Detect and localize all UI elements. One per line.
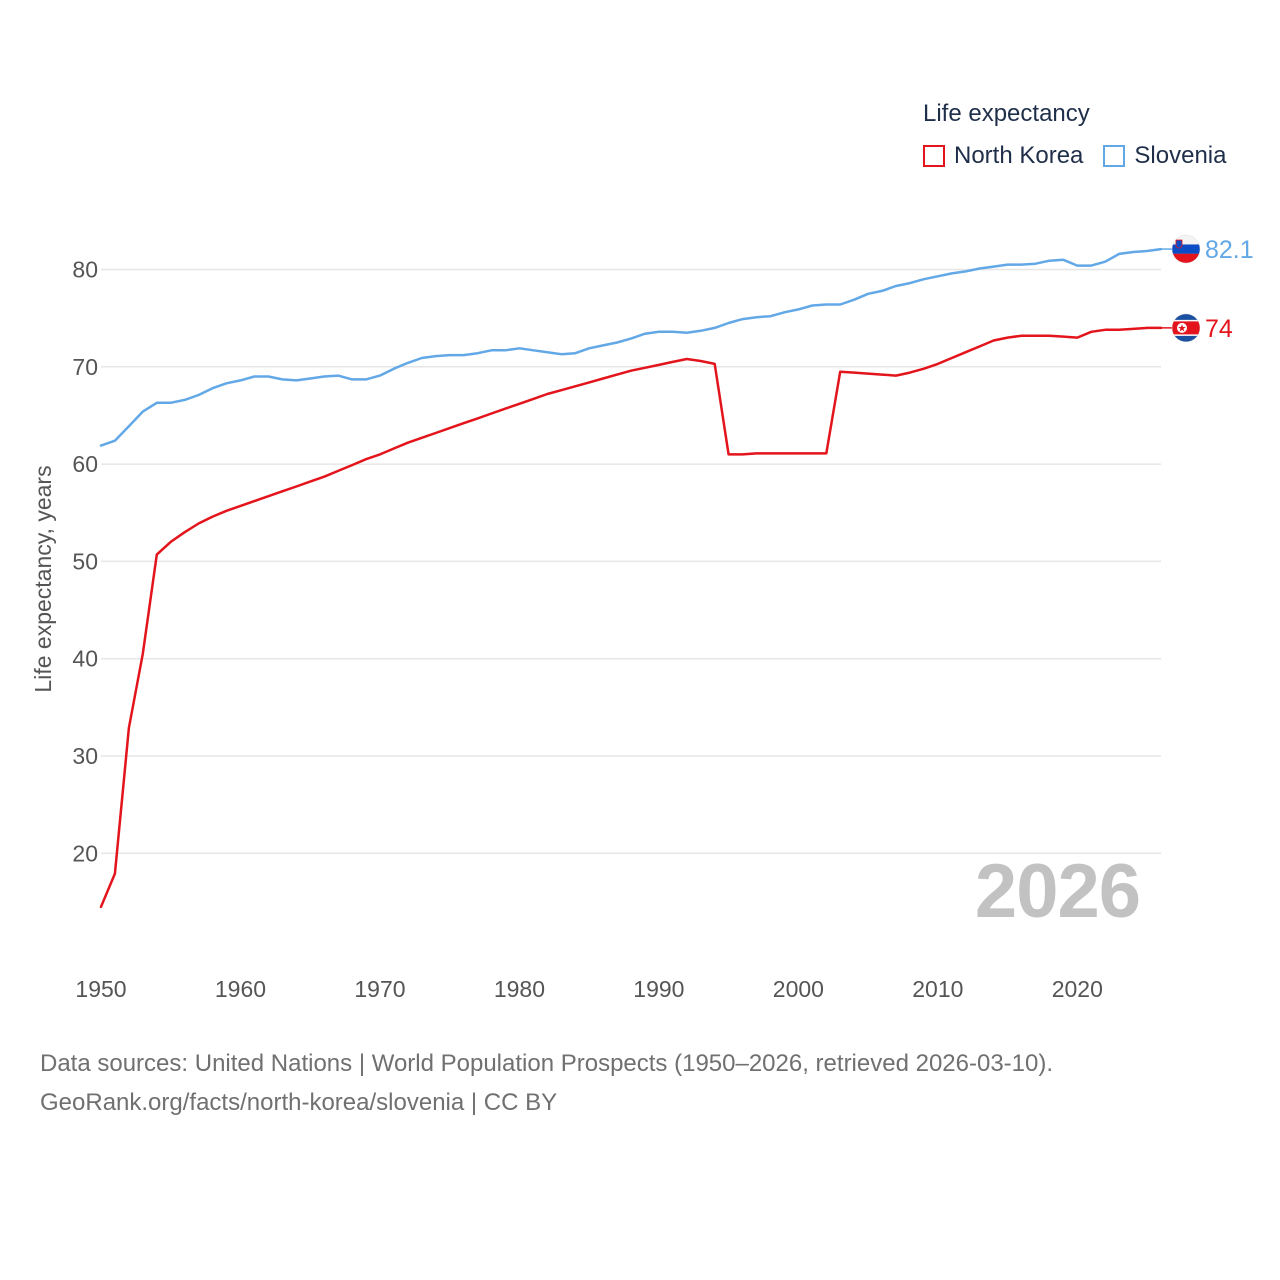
source-line-data: Data sources: United Nations | World Pop… (40, 1050, 1054, 1077)
y-tick-label-20: 20 (72, 840, 98, 866)
end-value-north-korea: 74 (1205, 315, 1233, 343)
x-tick-label-1990: 1990 (633, 976, 684, 1002)
x-tick-label-2020: 2020 (1052, 976, 1103, 1002)
legend: North Korea Slovenia (923, 142, 1226, 170)
slovenia-flag-icon (1171, 234, 1201, 264)
legend-swatch-slovenia (1103, 145, 1126, 167)
y-tick-label-30: 30 (72, 743, 98, 769)
end-markers: ★ 74 82.1 (1161, 234, 1254, 343)
x-tick-labels: 1950 1960 1970 1980 1990 2000 2010 2020 (75, 976, 1102, 1002)
x-tick-label-2000: 2000 (773, 976, 824, 1002)
y-tick-label-60: 60 (72, 451, 98, 477)
y-tick-labels: 20 30 40 50 60 70 80 (72, 257, 98, 867)
x-tick-label-1970: 1970 (354, 976, 405, 1002)
legend-item-slovenia[interactable]: Slovenia (1103, 142, 1226, 170)
year-watermark: 2026 (974, 849, 1141, 934)
x-tick-label-1950: 1950 (75, 976, 126, 1002)
end-value-slovenia: 82.1 (1205, 236, 1254, 264)
series-lines (99, 247, 1163, 909)
legend-item-north-korea[interactable]: North Korea (923, 142, 1083, 170)
svg-text:★: ★ (1178, 323, 1187, 334)
y-tick-label-80: 80 (72, 257, 98, 283)
legend-swatch-north-korea (923, 145, 945, 167)
x-tick-label-2010: 2010 (912, 976, 963, 1002)
series-line-slovenia (99, 247, 1163, 447)
legend-label-north-korea: North Korea (954, 142, 1084, 169)
legend-title: Life expectancy (923, 100, 1090, 127)
y-axis-title: Life expectancy, years (30, 465, 56, 692)
x-tick-label-1980: 1980 (494, 976, 545, 1002)
source-line-credit: GeoRank.org/facts/north-korea/slovenia |… (40, 1089, 558, 1116)
y-tick-label-40: 40 (72, 646, 98, 672)
north-korea-flag-icon: ★ (1171, 313, 1201, 343)
legend-label-slovenia: Slovenia (1134, 142, 1227, 169)
source-note: Data sources: United Nations | World Pop… (40, 1044, 1053, 1122)
x-tick-label-1960: 1960 (215, 976, 266, 1002)
y-tick-label-70: 70 (72, 354, 98, 380)
gridlines (101, 268, 1161, 855)
series-line-north-korea (99, 326, 1163, 909)
y-tick-label-50: 50 (72, 548, 98, 574)
